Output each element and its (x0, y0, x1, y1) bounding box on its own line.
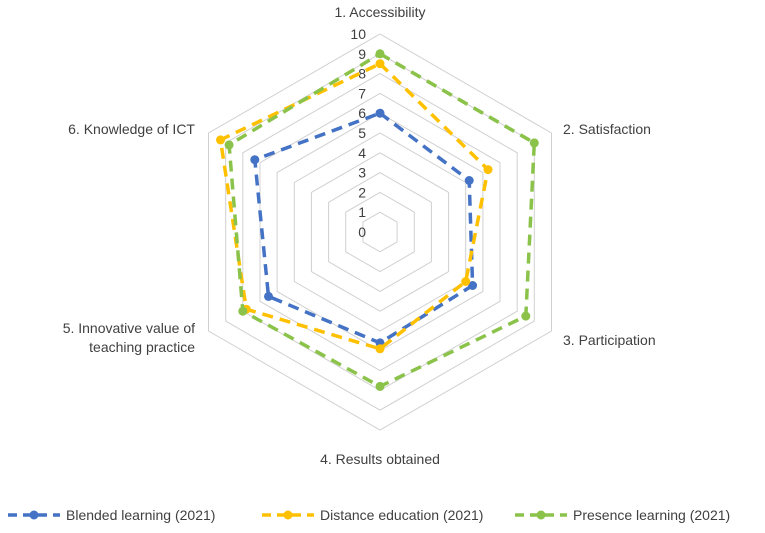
series-line (227, 52, 537, 389)
radial-tick-label: 7 (358, 85, 366, 101)
axis-label-1: 1. Accessibility (334, 4, 425, 20)
grid-ring-3 (328, 172, 432, 292)
data-point (250, 155, 260, 165)
data-point (264, 291, 273, 301)
radial-tick-label: 6 (358, 105, 366, 121)
data-point (375, 59, 385, 69)
grid-ring-1 (362, 211, 398, 253)
radial-tick-label: 2 (358, 184, 366, 200)
radial-tick-label: 0 (358, 224, 366, 240)
data-point (375, 49, 385, 59)
data-point (375, 344, 385, 354)
radial-tick-label: 3 (358, 165, 366, 181)
legend-marker (536, 510, 546, 520)
legend-label: Distance education (2021) (320, 507, 483, 523)
axis-label-5: 5. Innovative value of teaching practice (63, 320, 196, 355)
legend-marker (283, 510, 293, 520)
radial-tick-labels: 0 1 2 3 4 5 6 7 8 9 10 (350, 26, 366, 240)
radial-tick-label: 4 (358, 145, 366, 161)
data-point (375, 381, 385, 391)
series-3 (224, 49, 539, 391)
grid-ring-2 (345, 191, 415, 273)
grid-ring-10 (208, 33, 552, 431)
grid-ring-9 (225, 53, 535, 411)
data-point (483, 165, 493, 175)
legend-label: Presence learning (2021) (573, 507, 730, 523)
radial-tick-label: 5 (358, 125, 366, 141)
grid-ring-4 (310, 152, 450, 312)
data-point (238, 306, 248, 316)
radial-tick-label: 8 (358, 66, 366, 82)
data-point (529, 138, 539, 148)
axis-label-4: 4. Results obtained (320, 451, 440, 467)
data-point (468, 281, 478, 290)
legend-marker (29, 510, 39, 520)
data-point (461, 277, 471, 286)
axis-label-2: 2. Satisfaction (563, 121, 651, 137)
axis-label-6: 6. Knowledge of ICT (68, 121, 195, 137)
axis-label-3: 3. Participation (563, 332, 656, 348)
radial-tick-label: 10 (350, 26, 366, 42)
data-point (375, 108, 385, 118)
series-line (218, 61, 490, 351)
series-2 (216, 59, 493, 354)
legend-item: Presence learning (2021) (515, 507, 730, 523)
grid-ring-6 (276, 112, 484, 352)
radar-grid (208, 33, 552, 431)
series-layer (216, 49, 539, 391)
radial-tick-label: 9 (358, 46, 366, 62)
radial-tick-label: 1 (358, 204, 366, 220)
grid-ring-7 (259, 92, 501, 372)
data-point (216, 135, 225, 145)
legend: Blended learning (2021) Distance educatio… (8, 507, 730, 523)
legend-item: Blended learning (2021) (8, 507, 215, 523)
data-point (521, 311, 531, 321)
legend-label: Blended learning (2021) (66, 507, 215, 523)
legend-item: Distance education (2021) (262, 507, 483, 523)
data-point (464, 176, 474, 185)
data-point (224, 140, 234, 150)
axis-labels: 1. Accessibility 2. Satisfaction 3. Partic… (63, 4, 656, 467)
series-1 (250, 108, 478, 348)
